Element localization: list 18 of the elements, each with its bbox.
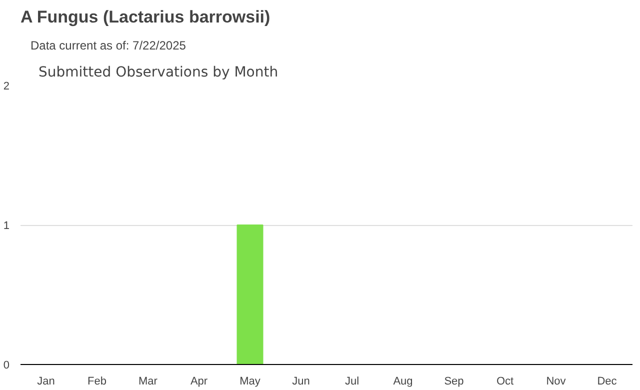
x-tick-label: Oct bbox=[496, 376, 514, 388]
y-tick-label: 2 bbox=[3, 80, 10, 92]
x-tick-label: Sep bbox=[444, 376, 464, 388]
y-tick-label: 0 bbox=[3, 360, 10, 372]
x-tick-label: Dec bbox=[597, 376, 618, 388]
x-tick-label: Mar bbox=[138, 376, 158, 388]
y-tick-label: 1 bbox=[3, 220, 10, 232]
x-tick-label: Apr bbox=[190, 376, 208, 388]
x-tick-label: May bbox=[240, 376, 261, 388]
x-tick-label: Aug bbox=[393, 376, 413, 388]
x-tick-label: Jul bbox=[344, 376, 360, 388]
chart-subtitle: Data current as of: 7/22/2025 bbox=[30, 38, 186, 52]
x-tick-label: Jun bbox=[292, 376, 310, 388]
x-tick-label: Feb bbox=[88, 376, 106, 388]
text: Submitted Observations by Month bbox=[38, 64, 278, 80]
x-tick-label: Nov bbox=[546, 376, 566, 388]
chart-title: A Fungus (Lactarius barrowsii) bbox=[20, 8, 270, 26]
x-tick-label: Jan bbox=[37, 376, 55, 388]
